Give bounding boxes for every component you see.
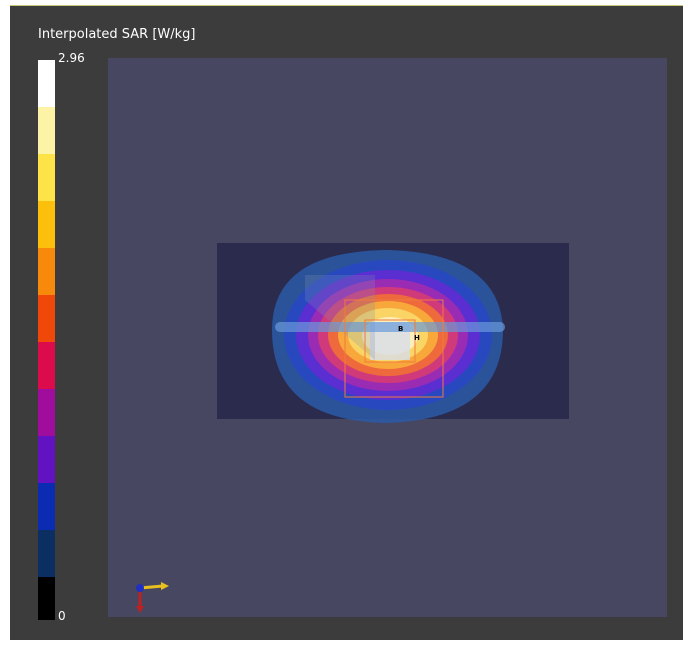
swatch bbox=[38, 60, 55, 107]
shadow bbox=[305, 275, 375, 360]
swatch bbox=[38, 483, 55, 530]
legend-max: 2.96 bbox=[58, 51, 85, 65]
swatch bbox=[38, 436, 55, 483]
swatch bbox=[38, 248, 55, 295]
swatch bbox=[38, 201, 55, 248]
swatch bbox=[38, 295, 55, 342]
arrow-head bbox=[161, 582, 169, 590]
dipole bbox=[275, 322, 505, 332]
swatch bbox=[38, 107, 55, 154]
swatch bbox=[38, 389, 55, 436]
box-outline bbox=[364, 319, 416, 363]
swatch bbox=[38, 530, 55, 577]
y-axis-dot bbox=[136, 584, 144, 592]
arrow-head bbox=[136, 606, 144, 613]
swatch bbox=[38, 577, 55, 620]
colorbar bbox=[38, 60, 55, 620]
marker-label: H bbox=[414, 334, 420, 342]
axes-gizmo bbox=[136, 582, 169, 613]
sar-field bbox=[272, 250, 505, 423]
swatch bbox=[38, 154, 55, 201]
legend-title: Interpolated SAR [W/kg] bbox=[38, 27, 196, 42]
box-outline bbox=[344, 299, 444, 398]
marker-label: B bbox=[398, 325, 403, 333]
legend-min: 0 bbox=[58, 609, 66, 623]
swatch bbox=[38, 342, 55, 389]
